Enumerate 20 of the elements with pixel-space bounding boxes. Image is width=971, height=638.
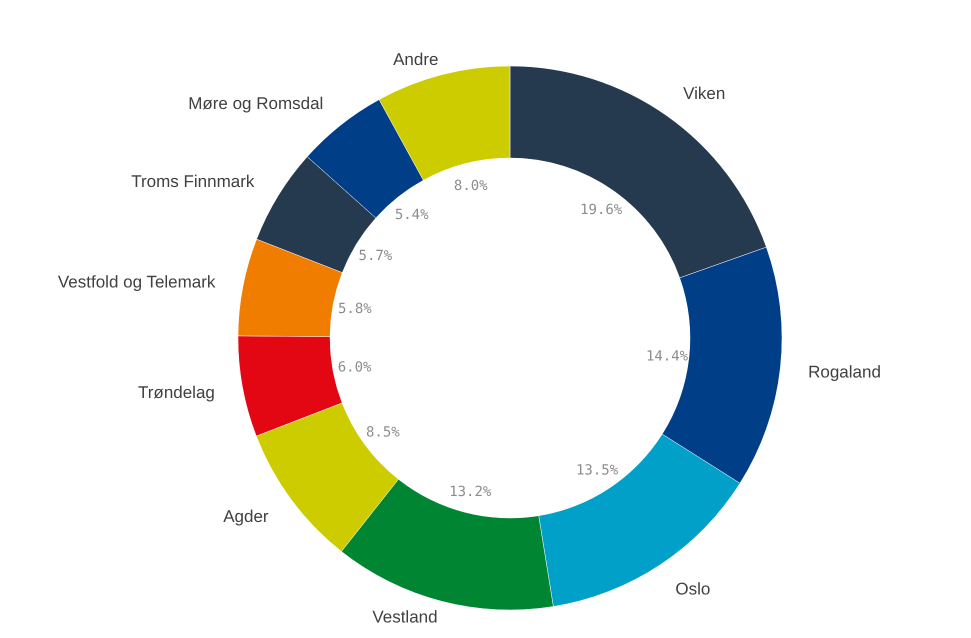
- data-label: 13.5%: [576, 462, 619, 479]
- slice-label: Agder: [223, 507, 269, 526]
- data-label: 5.8%: [338, 301, 372, 318]
- slice-label: Andre: [393, 50, 438, 69]
- slice-label: Rogaland: [808, 362, 881, 382]
- data-label: 19.6%: [580, 202, 623, 218]
- data-label: 14.4%: [646, 348, 689, 364]
- data-label: 5.4%: [394, 207, 430, 224]
- data-label: 13.2%: [449, 484, 492, 500]
- data-label: 8.5%: [366, 424, 400, 441]
- data-label: 5.7%: [358, 248, 393, 264]
- slice-label: Vestland: [372, 608, 438, 627]
- slice-label: Vestfold og Telemark: [58, 272, 216, 292]
- slice-label: Troms Finnmark: [131, 172, 255, 191]
- slice-label: Trøndelag: [138, 382, 215, 402]
- slice-label: Viken: [683, 84, 726, 103]
- data-label: 8.0%: [454, 178, 488, 194]
- slice-label: Oslo: [675, 579, 710, 598]
- data-label: 6.0%: [338, 359, 372, 376]
- slice-label: Møre og Romsdal: [188, 94, 324, 114]
